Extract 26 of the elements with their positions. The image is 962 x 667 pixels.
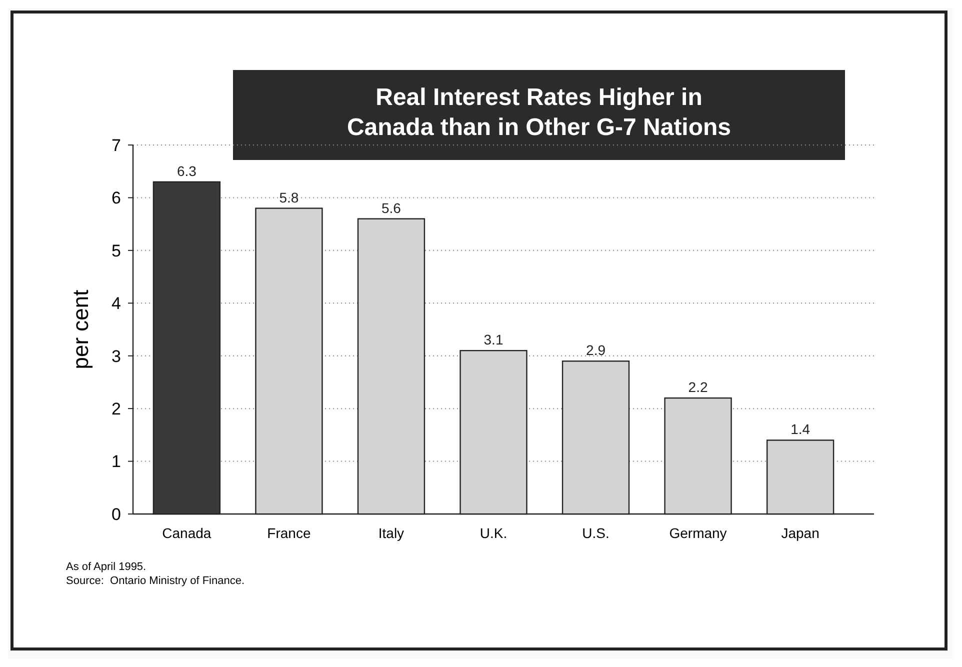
x-tick-label: U.S.	[582, 525, 610, 541]
data-label: 2.2	[688, 379, 708, 396]
y-tick-label: 0	[112, 504, 121, 524]
y-axis-title: per cent	[68, 290, 93, 370]
x-tick-label: U.K.	[480, 525, 508, 541]
y-tick-label: 1	[112, 452, 121, 472]
chart-title: Real Interest Rates Higher in Canada than in Other G-7 Nations	[346, 84, 732, 141]
source-note: Source: Ontario Ministry of Finance.	[66, 575, 245, 587]
x-tick-label: Japan	[781, 525, 820, 541]
x-tick-label: Canada	[162, 525, 212, 541]
y-tick-label: 7	[112, 136, 121, 155]
y-tick-label: 6	[112, 188, 121, 208]
data-label: 2.9	[586, 342, 606, 358]
text: As of April 1995.	[66, 561, 146, 573]
y-tick-label: 2	[112, 400, 121, 419]
data-label: 1.4	[790, 421, 810, 438]
x-tick-label: France	[267, 525, 311, 541]
y-tick-label: 4	[112, 294, 121, 314]
x-tick-label: Italy	[378, 525, 404, 541]
y-tick-label: 5	[112, 241, 121, 260]
y-tick-label: 3	[112, 346, 121, 366]
data-label: 3.1	[484, 332, 504, 348]
data-label: 5.6	[381, 200, 402, 216]
data-label: 6.3	[176, 162, 197, 179]
x-tick-label: Germany	[669, 525, 727, 541]
data-label: 5.8	[279, 189, 299, 206]
